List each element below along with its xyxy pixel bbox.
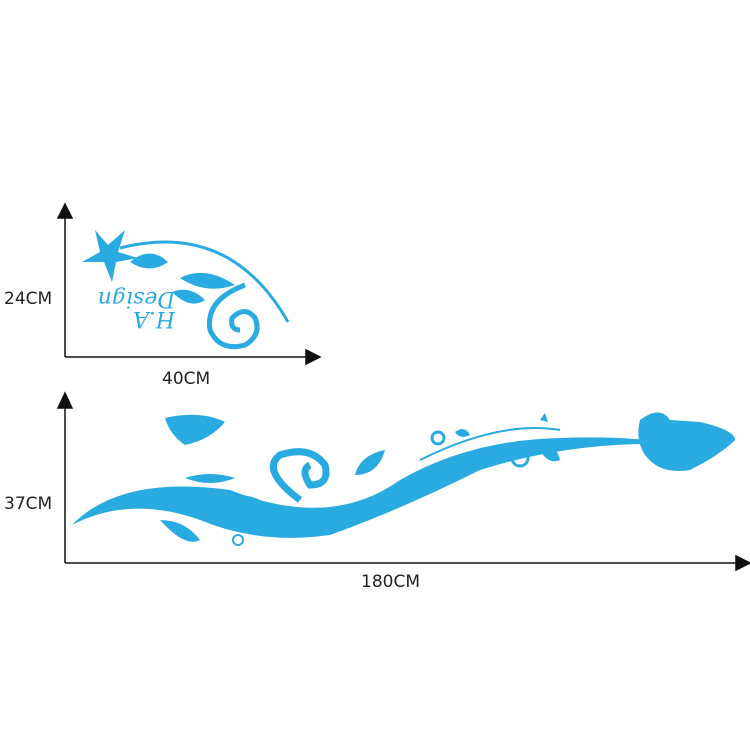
arrow-right-icon — [735, 554, 750, 572]
arrow-right-icon — [305, 348, 322, 366]
arrow-up-icon — [56, 202, 74, 219]
small-decal-width-label: 40CM — [162, 369, 211, 389]
arrow-up-icon — [56, 391, 74, 409]
small-decal-axes — [56, 202, 322, 366]
small-decal-height-label: 24CM — [4, 289, 53, 309]
large-decal-width-label: 180CM — [361, 572, 420, 592]
large-decal-axes — [56, 391, 750, 572]
brand-logo-text: H.A Design — [97, 286, 175, 331]
large-decal-height-label: 37CM — [4, 494, 53, 514]
large-decal-artwork — [72, 412, 735, 546]
small-decal-artwork — [82, 230, 290, 350]
